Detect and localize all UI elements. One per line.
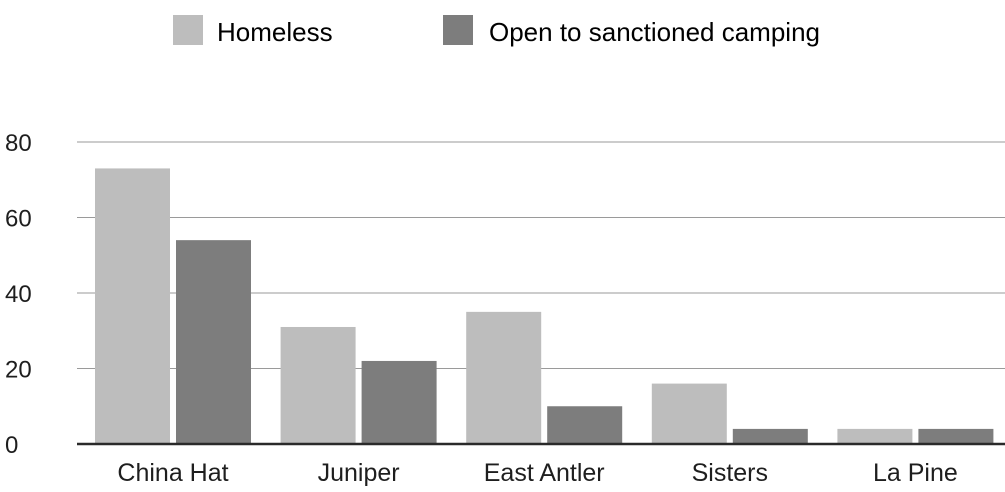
x-category-label: Sisters (692, 459, 768, 487)
bars (95, 168, 994, 445)
bar-east-antler-homeless (466, 311, 542, 444)
bar-china-hat-open-to-sanctioned-camping (176, 240, 251, 444)
bar-china-hat-homeless (95, 168, 170, 445)
bar-la-pine-homeless (837, 428, 913, 444)
y-tick-label: 0 (5, 432, 18, 459)
legend-label-homeless: Homeless (217, 17, 333, 47)
bar-sisters-open-to-sanctioned-camping (732, 428, 808, 444)
bar-east-antler-open-to-sanctioned-camping (547, 406, 623, 444)
legend: Homeless Open to sanctioned camping (173, 15, 820, 47)
bar-juniper-open-to-sanctioned-camping (361, 360, 437, 444)
x-axis-category-labels: China Hat Juniper East Antler Sisters La Pin… (117, 459, 957, 487)
x-category-label: Juniper (318, 459, 400, 487)
y-tick-label: 20 (5, 357, 32, 384)
bar-juniper-homeless (280, 326, 356, 444)
y-tick-label: 40 (5, 281, 32, 308)
legend-swatch-homeless (173, 15, 203, 45)
bar-la-pine-open-to-sanctioned-camping (918, 428, 994, 444)
x-category-label: China Hat (117, 459, 228, 487)
y-axis-tick-labels: 0 20 40 60 80 (5, 130, 32, 459)
legend-swatch-open-to-sanctioned-camping (443, 15, 473, 45)
legend-label-open-to-sanctioned-camping: Open to sanctioned camping (489, 17, 820, 47)
y-tick-label: 80 (5, 130, 32, 157)
x-category-label: La Pine (873, 459, 958, 487)
bar-sisters-homeless (651, 383, 727, 444)
x-category-label: East Antler (484, 459, 605, 487)
y-tick-label: 60 (5, 206, 32, 233)
